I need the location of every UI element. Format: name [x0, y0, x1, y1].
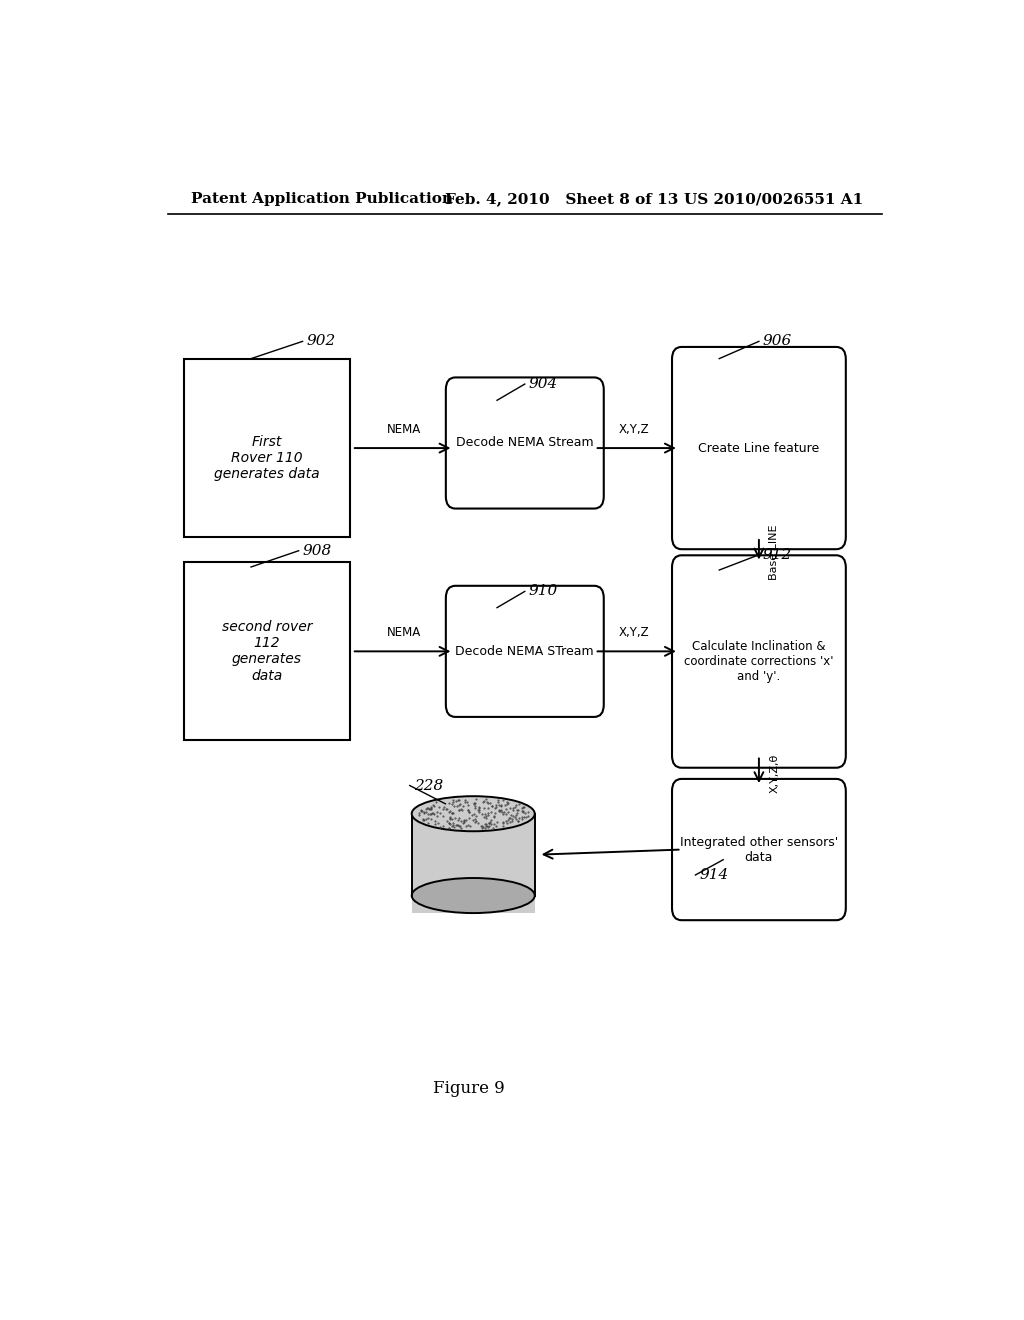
Text: 906: 906 — [763, 334, 793, 348]
Text: 902: 902 — [306, 334, 336, 348]
Text: Figure 9: Figure 9 — [433, 1081, 505, 1097]
Text: Decode NEMA STream: Decode NEMA STream — [456, 645, 594, 657]
Text: Integrated other sensors'
data: Integrated other sensors' data — [680, 836, 838, 863]
Text: 914: 914 — [699, 869, 729, 882]
Text: 912: 912 — [763, 548, 793, 562]
Text: Patent Application Publication: Patent Application Publication — [191, 191, 454, 206]
Text: Feb. 4, 2010   Sheet 8 of 13: Feb. 4, 2010 Sheet 8 of 13 — [445, 191, 679, 206]
FancyBboxPatch shape — [445, 586, 604, 717]
Text: 910: 910 — [528, 585, 558, 598]
Text: 908: 908 — [303, 544, 332, 558]
FancyBboxPatch shape — [445, 378, 604, 508]
Text: X,Y,Z: X,Y,Z — [618, 422, 649, 436]
FancyBboxPatch shape — [672, 556, 846, 768]
Bar — [412, 813, 535, 913]
Ellipse shape — [412, 878, 535, 913]
Text: US 2010/0026551 A1: US 2010/0026551 A1 — [684, 191, 863, 206]
Text: Calculate Inclination &
coordinate corrections 'x'
and 'y'.: Calculate Inclination & coordinate corre… — [684, 640, 834, 682]
FancyBboxPatch shape — [672, 347, 846, 549]
Text: second rover
112
generates
data: second rover 112 generates data — [221, 620, 312, 682]
Text: Create Line feature: Create Line feature — [698, 442, 819, 454]
Text: First
Rover 110
generates data: First Rover 110 generates data — [214, 436, 319, 482]
Text: 228: 228 — [414, 779, 443, 792]
Text: X,Y,Z,θ: X,Y,Z,θ — [769, 754, 779, 793]
Bar — [183, 562, 350, 741]
Bar — [183, 359, 350, 537]
Text: NEMA: NEMA — [387, 422, 421, 436]
Text: Decode NEMA Stream: Decode NEMA Stream — [456, 437, 594, 450]
Text: X,Y,Z: X,Y,Z — [618, 626, 649, 639]
Text: 904: 904 — [528, 378, 558, 391]
Text: Base LINE: Base LINE — [769, 524, 779, 579]
Ellipse shape — [412, 796, 535, 832]
FancyBboxPatch shape — [672, 779, 846, 920]
Text: NEMA: NEMA — [387, 626, 421, 639]
